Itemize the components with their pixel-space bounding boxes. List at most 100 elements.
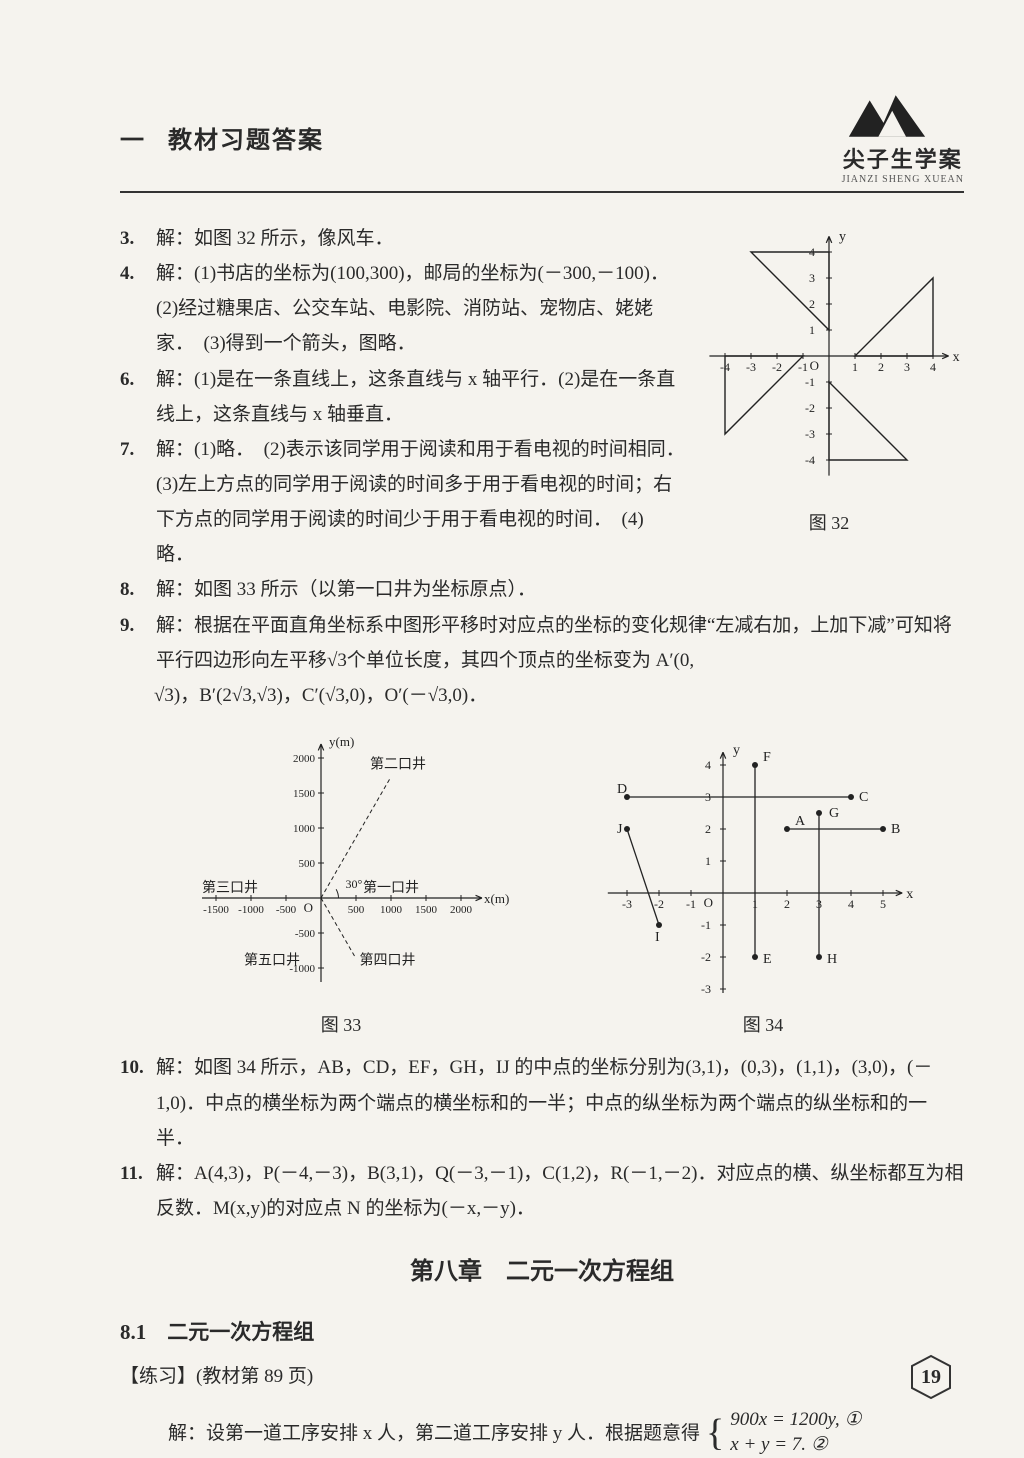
fig32-label: 图 32: [694, 507, 964, 540]
figure-33: -1500-1000-500500100015002000-1000-50050…: [151, 723, 531, 1042]
num-10: 10.: [120, 1050, 148, 1085]
svg-text:O: O: [704, 895, 713, 910]
num-3: 3.: [120, 221, 148, 256]
svg-text:D: D: [617, 782, 627, 797]
exercise-label: 【练习】(教材第 89 页): [120, 1359, 964, 1394]
num-9: 9.: [120, 608, 148, 643]
logo-text: 尖子生学案: [842, 142, 964, 174]
svg-text:2: 2: [705, 822, 711, 836]
svg-text:-2: -2: [805, 401, 815, 415]
svg-text:4: 4: [848, 897, 854, 911]
page-number-badge: 19: [908, 1354, 954, 1400]
text-8: 解：如图 33 所示（以第一口井为坐标原点）．: [156, 572, 964, 607]
brand-logo: 尖子生学案 JIANZI SHENG XUEAN: [842, 90, 964, 185]
svg-text:1500: 1500: [415, 904, 438, 916]
svg-text:-3: -3: [701, 982, 711, 993]
svg-text:x: x: [906, 887, 913, 902]
text-3: 解：如图 32 所示，像风车．: [156, 221, 676, 256]
num-4: 4.: [120, 256, 148, 291]
svg-text:2: 2: [809, 297, 815, 311]
svg-text:-3: -3: [805, 427, 815, 441]
top-left-text: 3.解：如图 32 所示，像风车． 4.解：(1)书店的坐标为(100,300)…: [120, 221, 676, 572]
svg-text:-500: -500: [276, 904, 297, 916]
svg-text:1: 1: [809, 323, 815, 337]
svg-text:I: I: [655, 930, 660, 945]
text-9b: √3)，B′(2√3,√3)，C′(√3,0)，O′(－√3,0)．: [120, 678, 964, 713]
svg-text:G: G: [829, 806, 839, 821]
svg-text:-1000: -1000: [238, 904, 264, 916]
middle-figures: -1500-1000-500500100015002000-1000-50050…: [120, 723, 964, 1042]
header-prefix: 一: [120, 128, 146, 154]
problem-3: 3.解：如图 32 所示，像风车．: [120, 221, 676, 256]
num-11: 11.: [120, 1156, 148, 1191]
section-number: 8.1: [120, 1320, 146, 1344]
svg-text:-500: -500: [295, 928, 316, 940]
svg-text:-1: -1: [805, 375, 815, 389]
problem-7: 7.解：(1)略． (2)表示该同学用于阅读和用于看电视的时间相同． (3)左上…: [120, 432, 676, 573]
problem-9: 9.解：根据在平面直角坐标系中图形平移时对应点的坐标的变化规律“左减右加，上加下…: [120, 608, 964, 678]
top-section: 3.解：如图 32 所示，像风车． 4.解：(1)书店的坐标为(100,300)…: [120, 221, 964, 572]
svg-text:-2: -2: [701, 950, 711, 964]
svg-text:A: A: [795, 814, 806, 829]
svg-text:B: B: [891, 822, 900, 837]
svg-text:第三口井: 第三口井: [202, 879, 258, 896]
svg-text:5: 5: [880, 897, 886, 911]
svg-text:第一口井: 第一口井: [363, 879, 419, 896]
fig33-label: 图 33: [151, 1009, 531, 1042]
svg-text:x: x: [953, 350, 960, 365]
problem-10: 10. 解：如图 34 所示，AB，CD，EF，GH，IJ 的中点的坐标分别为(3…: [120, 1050, 964, 1155]
svg-text:H: H: [827, 952, 837, 967]
svg-text:30°: 30°: [346, 877, 363, 891]
svg-text:500: 500: [348, 904, 365, 916]
logo-subtext: JIANZI SHENG XUEAN: [842, 174, 964, 185]
fig32-svg: -4-3-2-11234-4-3-2-11234Oxy: [694, 221, 964, 491]
svg-text:C: C: [859, 790, 868, 805]
svg-text:O: O: [304, 900, 313, 915]
header-title-wrap: 一 教材习题答案: [120, 120, 324, 155]
section-body: 解：设第一道工序安排 x 人，第二道工序安排 y 人．根据题意得 { 900x …: [120, 1408, 964, 1457]
fig34-svg: -3-2-112345-3-2-11234OxyABCDEFGHIJ: [593, 723, 933, 993]
svg-text:3: 3: [904, 360, 910, 374]
svg-text:-4: -4: [805, 453, 815, 467]
svg-text:O: O: [810, 358, 819, 373]
svg-text:-2: -2: [772, 360, 782, 374]
svg-text:-1: -1: [701, 918, 711, 932]
problem-6: 6.解：(1)是在一条直线上，这条直线与 x 轴平行．(2)是在一条直线上，这条…: [120, 362, 676, 432]
content-body: 3.解：如图 32 所示，像风车． 4.解：(1)书店的坐标为(100,300)…: [120, 221, 964, 1458]
page-number: 19: [921, 1366, 941, 1389]
svg-text:2000: 2000: [450, 904, 473, 916]
svg-text:第五口井: 第五口井: [244, 951, 300, 968]
svg-text:1: 1: [852, 360, 858, 374]
eq-line-2: x + y = 7. ②: [730, 1433, 861, 1458]
svg-text:x(m): x(m): [484, 891, 509, 906]
num-7: 7.: [120, 432, 148, 467]
svg-text:1: 1: [705, 854, 711, 868]
text-7: 解：(1)略． (2)表示该同学用于阅读和用于看电视的时间相同． (3)左上方点…: [156, 432, 676, 573]
text-10: 解：如图 34 所示，AB，CD，EF，GH，IJ 的中点的坐标分别为(3,1)…: [156, 1050, 964, 1155]
svg-text:1500: 1500: [293, 788, 316, 800]
svg-text:2: 2: [878, 360, 884, 374]
problem-11: 11.解：A(4,3)，P(－4,－3)，B(3,1)，Q(－3,－1)，C(1…: [120, 1156, 964, 1226]
svg-text:3: 3: [809, 271, 815, 285]
svg-text:y: y: [839, 229, 846, 244]
svg-text:4: 4: [705, 758, 711, 772]
section-heading: 8.1 二元一次方程组: [120, 1313, 964, 1352]
svg-text:-1: -1: [686, 897, 696, 911]
eq-line-1: 900x = 1200y, ①: [730, 1408, 861, 1433]
svg-text:-3: -3: [746, 360, 756, 374]
svg-text:E: E: [763, 952, 772, 967]
problem-4: 4.解：(1)书店的坐标为(100,300)，邮局的坐标为(－300,－100)…: [120, 256, 676, 361]
svg-text:-1: -1: [798, 360, 808, 374]
svg-text:F: F: [763, 750, 771, 765]
svg-text:500: 500: [299, 858, 316, 870]
svg-text:4: 4: [930, 360, 936, 374]
svg-text:y: y: [733, 743, 740, 758]
svg-text:-1500: -1500: [203, 904, 229, 916]
text-4: 解：(1)书店的坐标为(100,300)，邮局的坐标为(－300,－100)． …: [156, 256, 676, 361]
svg-text:-3: -3: [622, 897, 632, 911]
figure-32: -4-3-2-11234-4-3-2-11234Oxy 图 32: [694, 221, 964, 572]
fig34-label: 图 34: [593, 1009, 933, 1042]
svg-text:2: 2: [784, 897, 790, 911]
figure-34: -3-2-112345-3-2-11234OxyABCDEFGHIJ 图 34: [593, 723, 933, 1042]
fig33-svg: -1500-1000-500500100015002000-1000-50050…: [151, 723, 531, 993]
